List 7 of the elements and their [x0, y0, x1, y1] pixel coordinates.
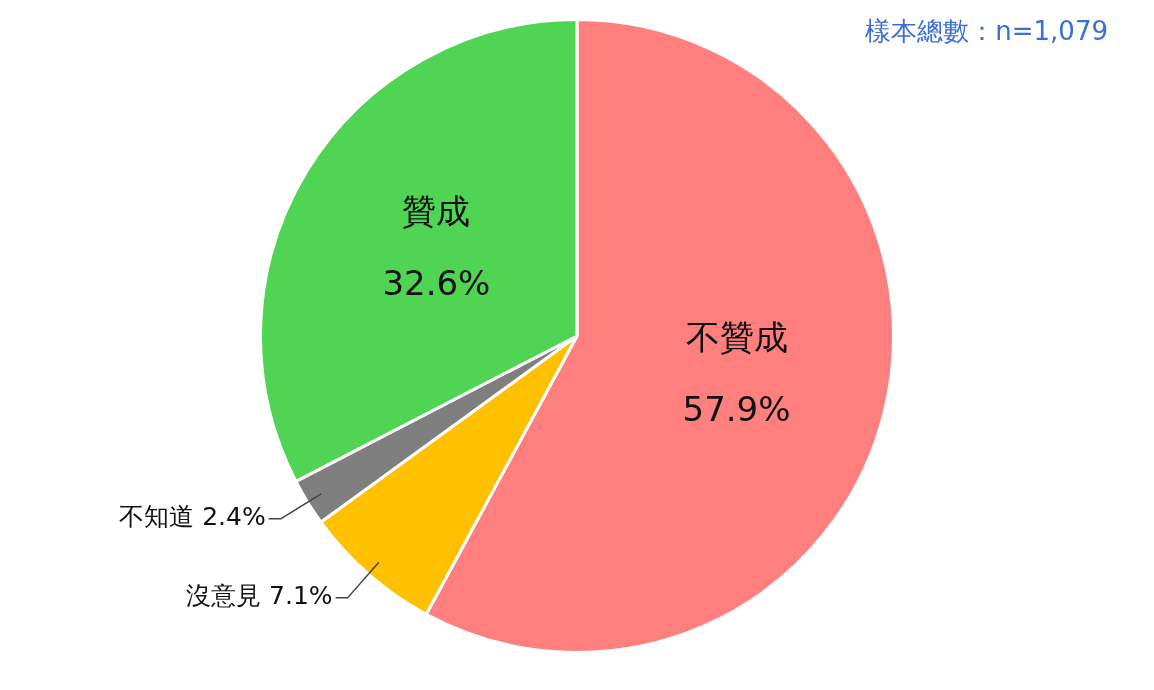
data-label: 57.9% — [682, 389, 791, 430]
slice-label: 沒意見 7.1% — [186, 581, 333, 611]
slice-label: 贊成 — [402, 191, 471, 232]
data-label: 32.6% — [382, 263, 491, 304]
slice-label: 不贊成 — [685, 317, 788, 358]
slice-label: 不知道 2.4% — [119, 502, 266, 532]
text: 樣本總數：n=1,079 — [865, 15, 1108, 48]
